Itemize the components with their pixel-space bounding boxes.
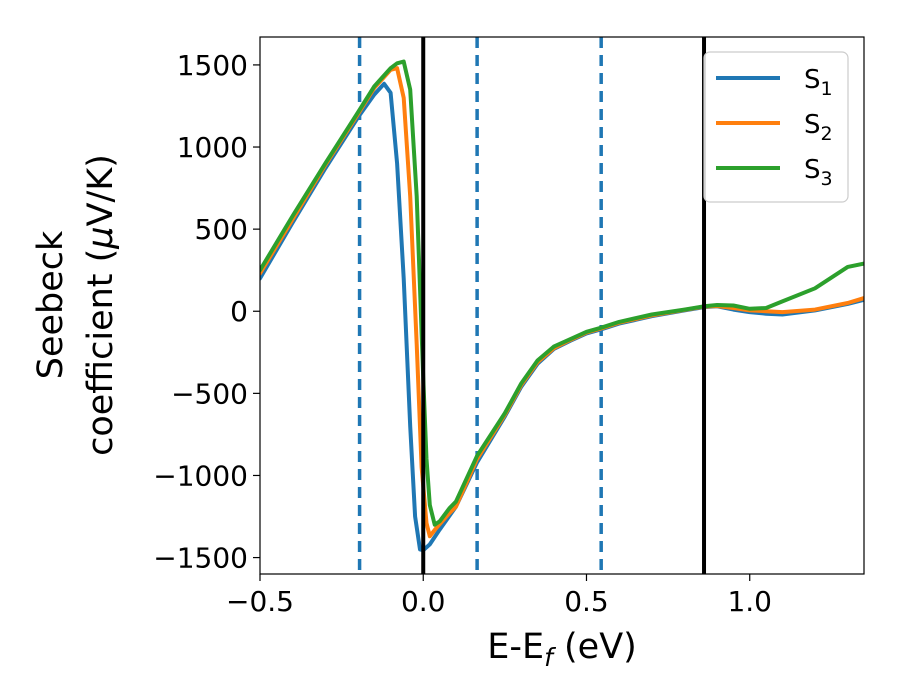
- y-axis-label-line1: Seebeck: [31, 230, 71, 379]
- x-axis-label: E-Ef (eV): [487, 627, 637, 672]
- legend-label-3: S3: [804, 155, 833, 190]
- legend-label-1: S1: [804, 65, 833, 100]
- y-tick-label: 1000: [177, 131, 248, 164]
- x-tick-label: 1.0: [727, 585, 772, 618]
- y-axis-label-line2: coefficient (μV/K): [81, 154, 121, 456]
- x-tick-label: 0.5: [564, 585, 609, 618]
- y-tick-label: 500: [195, 213, 248, 246]
- x-tick-label: 0.0: [401, 585, 446, 618]
- x-tick-label: −0.5: [226, 585, 294, 618]
- y-tick-label: 0: [230, 295, 248, 328]
- y-tick-label: 1500: [177, 49, 248, 82]
- y-tick-label: −1500: [153, 542, 248, 575]
- legend-label-2: S2: [804, 110, 833, 145]
- plot-frame: [259, 36, 865, 575]
- legend-box: [703, 51, 849, 203]
- y-tick-label: −1000: [153, 459, 248, 492]
- y-tick-label: −500: [171, 377, 248, 410]
- series-line-3: [260, 59, 864, 527]
- legend: S1 S2 S3: [703, 51, 849, 203]
